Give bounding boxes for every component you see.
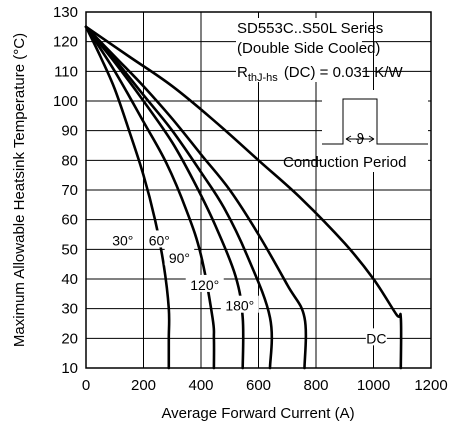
- x-tick-label: 0: [82, 377, 90, 394]
- cooling-note: (Double Side Cooled): [237, 40, 380, 57]
- curve-label-background: [185, 274, 224, 292]
- x-tick-label: 1200: [414, 377, 447, 394]
- y-tick-label: 60: [61, 212, 78, 229]
- curves: [84, 25, 403, 370]
- y-tick-label: 70: [61, 182, 78, 199]
- x-axis-title: Average Forward Current (A): [161, 405, 354, 422]
- curve-label: 120°: [190, 277, 219, 293]
- y-tick-label: 130: [53, 4, 78, 21]
- curve-120deg: [84, 25, 274, 370]
- y-tick-label: 30: [61, 301, 78, 318]
- rth-rest: (DC) = 0.031 K/W: [284, 64, 404, 81]
- curve-label-background: [108, 230, 138, 248]
- x-tick-label: 400: [188, 377, 213, 394]
- conduction-waveform: [322, 98, 428, 145]
- y-tick-label: 80: [61, 152, 78, 169]
- y-tick-label: 100: [53, 93, 78, 110]
- y-axis-title: Maximum Allowable Heatsink Temperature (…: [11, 33, 28, 347]
- curve-label-background: [144, 230, 175, 248]
- rth-main: R: [237, 64, 248, 81]
- conduction-period-label: Conduction Period: [283, 154, 406, 171]
- curve-labels: 30° 60° 90°120° 180° DC: [108, 230, 387, 346]
- curve-180deg: [84, 25, 308, 370]
- tick-labels: 0 200 400 600 800 1000 1200 10 20 30 40 50 60 70 80 90 1…: [53, 4, 448, 394]
- y-tick-label: 90: [61, 123, 78, 140]
- theta-symbol: ϑ: [356, 131, 365, 148]
- curve-label-background: [365, 328, 387, 346]
- curve-label-background: [220, 295, 259, 313]
- curve-label: 180°: [225, 298, 254, 314]
- annotation-background: [236, 18, 362, 82]
- thermal-resistance-note: RthJ-hs (DC) = 0.031 K/W: [237, 64, 403, 84]
- rth-sub: thJ-hs: [248, 72, 278, 84]
- curve-label: DC: [366, 330, 386, 346]
- series-name-note: SD553C..S50L Series: [237, 20, 383, 37]
- curve-label: 90°: [169, 250, 190, 266]
- y-tick-label: 110: [54, 63, 78, 80]
- y-tick-label: 50: [61, 241, 78, 258]
- curve-label: 60°: [149, 232, 170, 248]
- curve-30deg: [84, 25, 171, 370]
- x-tick-label: 800: [303, 377, 328, 394]
- curve-60deg: [84, 25, 216, 370]
- x-tick-label: 1000: [357, 377, 390, 394]
- conduction-inset-background: [322, 90, 428, 172]
- y-tick-label: 40: [61, 271, 78, 288]
- y-tick-label: 120: [53, 34, 78, 51]
- curve-label-background: [164, 248, 195, 266]
- x-tick-label: 600: [246, 377, 271, 394]
- conduction-arrow: [345, 135, 375, 143]
- x-tick-label: 200: [131, 377, 156, 394]
- y-tick-label: 10: [61, 360, 78, 377]
- curve-dc: [84, 25, 403, 370]
- y-tick-label: 20: [61, 330, 78, 347]
- plot-frame: [85, 11, 432, 369]
- curve-label: 30°: [112, 232, 133, 248]
